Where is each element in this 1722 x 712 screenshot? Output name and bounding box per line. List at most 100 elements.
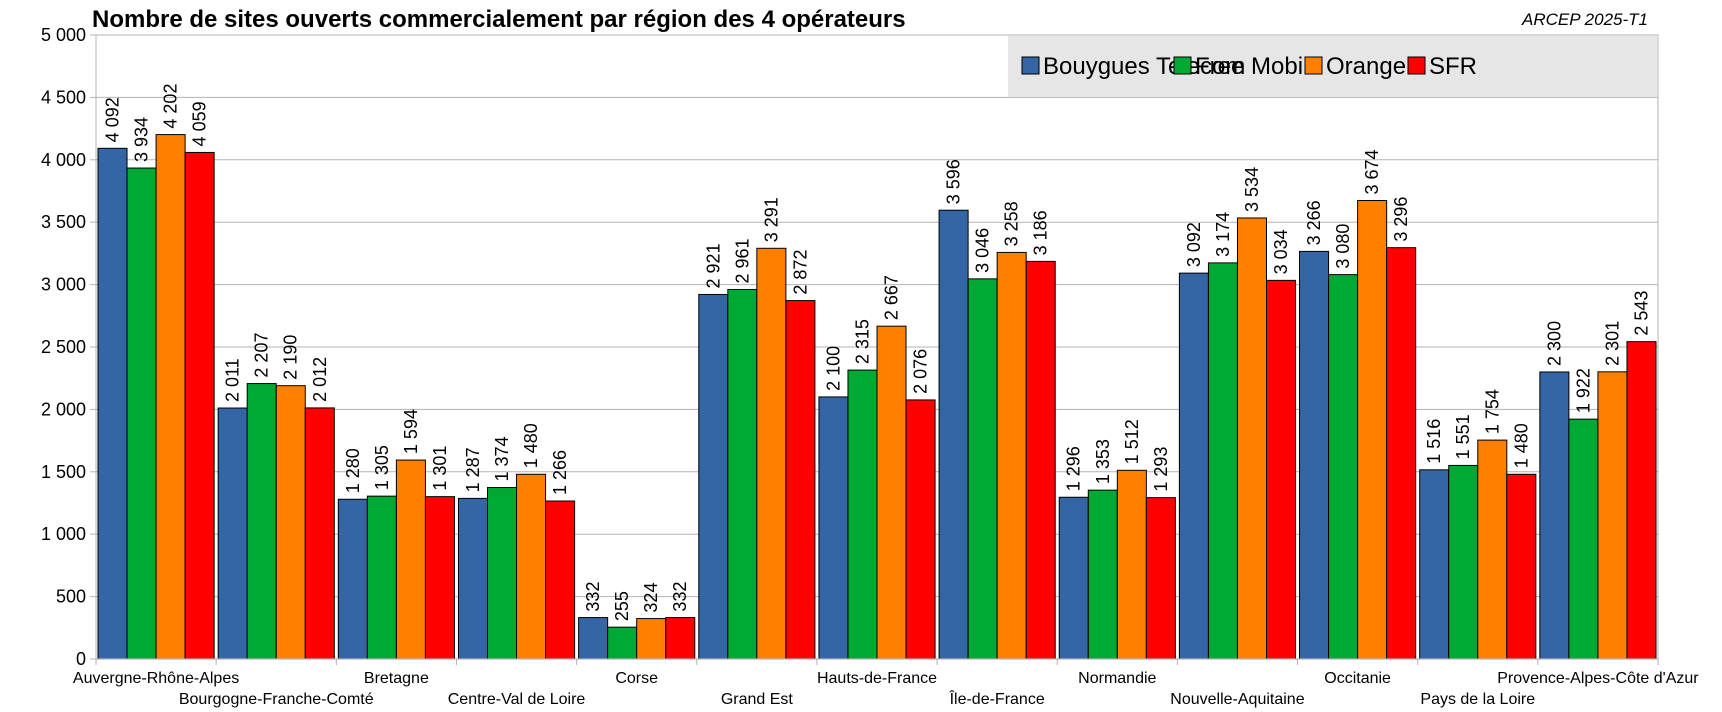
x-axis-ticks: Auvergne-Rhône-Alpes Bourgogne-Franche-Co… [73, 659, 1699, 708]
y-tick-label: 3 500 [41, 212, 86, 232]
x-tick-label: Provence-Alpes-Côte d'Azur [1497, 670, 1699, 687]
bar [155, 134, 186, 660]
data-label: 1 754 [1482, 389, 1502, 434]
bar [1025, 260, 1056, 660]
legend-label: Orange [1326, 53, 1406, 80]
bar [1058, 496, 1089, 660]
data-label: 2 543 [1631, 291, 1651, 336]
bar [996, 251, 1027, 660]
bar [905, 399, 936, 660]
x-tick-label: Centre-Val de Loire [448, 691, 586, 708]
data-label: 4 092 [103, 97, 123, 142]
bar [1506, 473, 1537, 660]
data-label: 1 301 [430, 446, 450, 491]
bar [366, 495, 397, 660]
y-tick-label: 1 500 [41, 462, 86, 482]
x-tick-label: Auvergne-Rhône-Alpes [73, 670, 239, 687]
y-tick-label: 4 000 [41, 150, 86, 170]
data-label: 255 [612, 591, 632, 621]
bar [1597, 371, 1628, 660]
bar [1477, 439, 1508, 660]
data-label: 1 480 [1511, 423, 1531, 468]
bar [516, 473, 547, 660]
x-tick-label: Nouvelle-Aquitaine [1170, 691, 1304, 708]
data-label: 1 516 [1424, 419, 1444, 464]
bar [1266, 279, 1297, 660]
data-label: 4 059 [190, 101, 210, 146]
data-label: 1 353 [1093, 439, 1113, 484]
x-tick-label: Occitanie [1324, 670, 1391, 687]
data-label: 3 934 [132, 117, 152, 162]
bar [578, 617, 609, 660]
data-label: 2 921 [703, 243, 723, 288]
legend-label: Free Mobile [1195, 53, 1322, 80]
data-label: 332 [670, 582, 690, 612]
data-label: 3 186 [1031, 210, 1051, 255]
bar [1207, 262, 1238, 660]
y-tick-label: 2 000 [41, 399, 86, 419]
x-tick-label: Pays de la Loire [1420, 691, 1535, 708]
chart-title: Nombre de sites ouverts commercialement … [92, 6, 906, 33]
y-tick-label: 5 000 [41, 25, 86, 45]
legend-swatch [1304, 56, 1323, 75]
data-label: 3 080 [1333, 224, 1353, 269]
data-label: 1 551 [1453, 414, 1473, 459]
bar [1539, 371, 1570, 660]
data-label: 1 374 [492, 436, 512, 481]
bar [1568, 418, 1599, 660]
data-label: 332 [583, 582, 603, 612]
x-tick-label: Bourgogne-Franche-Comté [179, 691, 374, 708]
bar [1145, 497, 1176, 660]
data-label: 2 872 [790, 250, 810, 295]
bar [217, 407, 248, 660]
data-label: 2 315 [852, 319, 872, 364]
data-label: 2 961 [732, 238, 752, 283]
bar [1626, 341, 1657, 660]
data-label: 3 266 [1304, 200, 1324, 245]
legend-swatch [1021, 56, 1040, 75]
bar [337, 498, 368, 660]
data-label: 4 202 [161, 84, 181, 129]
legend-swatch [1173, 56, 1192, 75]
chart-source: ARCEP 2025-T1 [1521, 10, 1648, 29]
bar [487, 487, 518, 660]
bar [847, 369, 878, 660]
bar [1419, 469, 1450, 660]
bar [1299, 250, 1330, 660]
data-label: 2 301 [1602, 321, 1622, 366]
legend-background [1008, 36, 1657, 97]
y-tick-label: 2 500 [41, 337, 86, 357]
data-label: 2 076 [911, 349, 931, 394]
data-label: 1 512 [1122, 419, 1142, 464]
bar [785, 300, 816, 660]
bar [1328, 274, 1359, 660]
data-label: 1 287 [463, 447, 483, 492]
data-label: 3 291 [761, 197, 781, 242]
data-label: 3 534 [1242, 167, 1262, 212]
bar [1448, 464, 1479, 660]
bar [665, 617, 696, 660]
bar [1178, 272, 1209, 660]
data-label: 1 305 [372, 445, 392, 490]
bar [184, 151, 215, 660]
bar [698, 293, 729, 660]
bar [727, 288, 758, 660]
bar [967, 278, 998, 660]
data-label: 3 296 [1391, 197, 1411, 242]
data-label: 2 011 [223, 358, 243, 402]
data-label: 3 046 [973, 228, 993, 273]
data-label: 3 174 [1213, 212, 1233, 257]
bar [246, 383, 277, 660]
data-label: 3 596 [944, 159, 964, 204]
bar [876, 325, 907, 660]
y-tick-label: 500 [56, 587, 86, 607]
data-label: 1 280 [343, 448, 363, 493]
bar [1087, 489, 1118, 660]
data-label: 324 [641, 583, 661, 613]
data-label: 3 674 [1362, 149, 1382, 194]
bar [424, 496, 455, 660]
bar [636, 618, 667, 660]
legend-label: Bouygues Telecom [1043, 53, 1245, 80]
y-tick-label: 3 000 [41, 275, 86, 295]
